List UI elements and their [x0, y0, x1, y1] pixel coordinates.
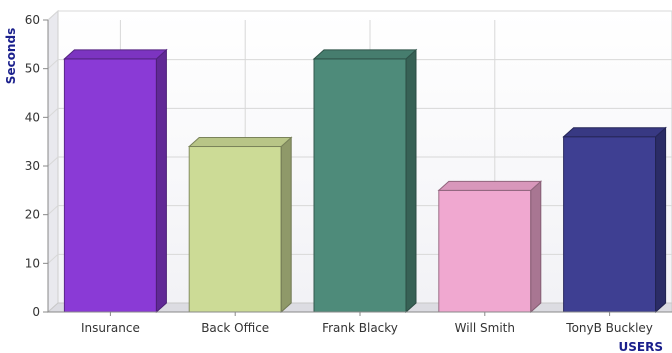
bar-top [562, 127, 667, 138]
side-gridline [47, 59, 59, 70]
y-tick-label: 40 [25, 110, 40, 124]
bar-front [313, 58, 407, 313]
bar-top [312, 49, 418, 60]
y-tick-label: 30 [25, 159, 40, 173]
bar [187, 136, 293, 314]
bar-top [187, 137, 293, 148]
bar [63, 48, 168, 314]
y-axis-ticks: 0 10 20 30 40 50 60 [25, 13, 48, 319]
x-tick-label: Will Smith [455, 321, 515, 335]
bar-front [563, 136, 657, 313]
y-tick-label: 0 [32, 305, 40, 319]
bar-front [438, 189, 532, 313]
x-tick-label: Back Office [201, 321, 269, 335]
y-axis-title: Seconds [4, 28, 18, 84]
x-tick-label: TonyB Buckley [565, 321, 653, 335]
x-tick-label: Frank Blacky [322, 321, 398, 335]
y-tick-label: 60 [25, 13, 40, 27]
bar-side [655, 126, 667, 314]
bar-top [437, 180, 543, 191]
bar-side [280, 136, 292, 314]
bars [63, 48, 667, 314]
side-gridline [47, 156, 59, 167]
bar-front [63, 58, 157, 313]
y-tick-label: 10 [25, 256, 40, 270]
bar-front [188, 146, 282, 313]
side-gridline [47, 205, 59, 216]
y-tick-label: 50 [25, 62, 40, 76]
bar-top [63, 49, 168, 60]
side-gridline [47, 253, 59, 264]
bar [562, 126, 667, 314]
bar-side [530, 180, 542, 314]
x-axis-labels: Insurance Back Office Frank Blacky Will Smi… [81, 312, 653, 335]
bar-side [155, 48, 167, 314]
x-axis-title: USERS [619, 340, 663, 353]
x-tick-label: Insurance [81, 321, 140, 335]
side-gridline [47, 10, 59, 21]
y-tick-label: 20 [25, 208, 40, 222]
bar-side [405, 48, 417, 314]
bar [437, 180, 543, 314]
side-gridline [47, 107, 59, 118]
bar [312, 48, 418, 314]
